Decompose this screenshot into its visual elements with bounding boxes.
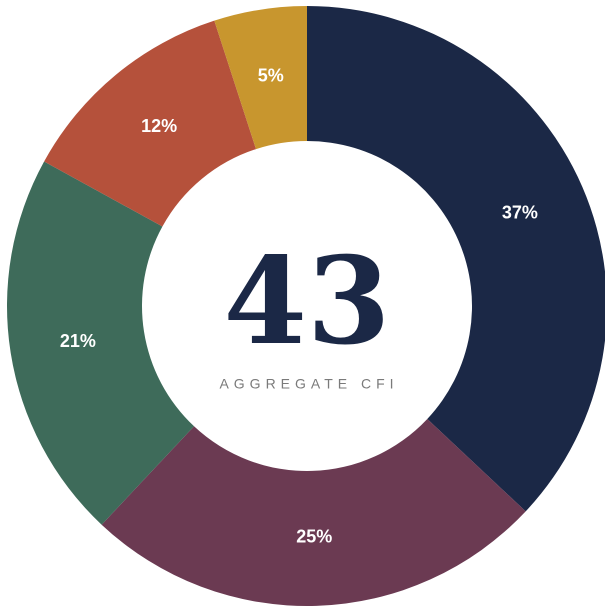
value-label: 37% <box>502 203 538 223</box>
value-label: 25% <box>296 527 332 547</box>
center-value: 43 <box>224 231 391 372</box>
value-label: 21% <box>60 331 96 351</box>
donut-slice <box>214 6 307 150</box>
value-label: 5% <box>258 66 284 86</box>
center-label: AGGREGATE CFI <box>219 376 398 392</box>
donut-slice <box>101 418 526 607</box>
value-label: 12% <box>141 116 177 136</box>
donut-slice <box>44 20 257 227</box>
donut-slice <box>307 6 605 512</box>
donut-slice <box>6 161 195 525</box>
